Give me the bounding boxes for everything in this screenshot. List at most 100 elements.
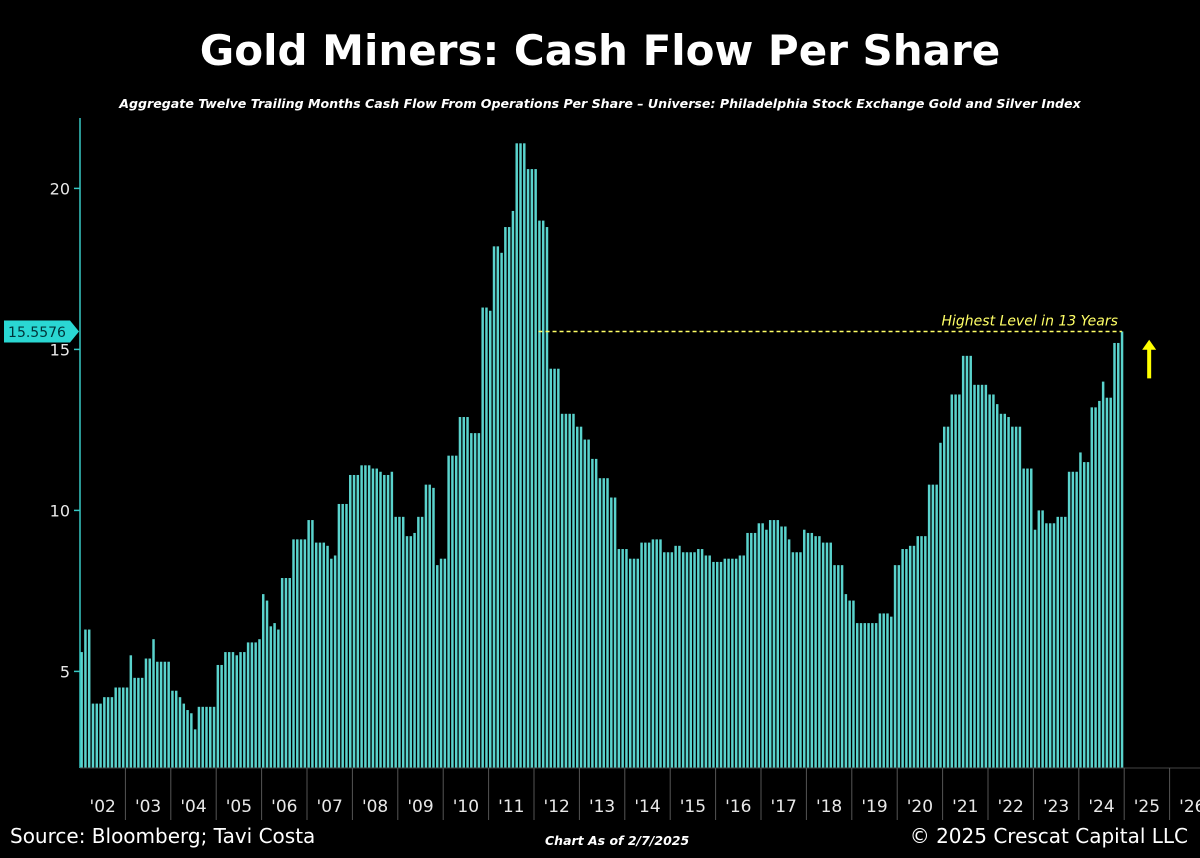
bar: [375, 468, 378, 768]
bar: [776, 520, 780, 768]
bar: [530, 169, 534, 768]
bar: [984, 384, 988, 768]
bar: [156, 661, 159, 768]
bar: [515, 143, 518, 768]
bar: [235, 655, 238, 768]
bar: [988, 394, 991, 768]
bar: [148, 658, 151, 768]
bar: [1109, 397, 1112, 768]
bar: [829, 542, 832, 768]
bar: [663, 552, 666, 768]
bar: [428, 484, 431, 768]
bar: [969, 355, 972, 768]
bar: [1014, 426, 1018, 768]
bar: [296, 539, 299, 768]
bar: [1026, 468, 1029, 768]
highest-level-annotation: Highest Level in 13 Years: [942, 313, 1118, 329]
bar: [87, 629, 91, 768]
bar: [1011, 426, 1014, 768]
bar: [231, 652, 235, 768]
bar: [738, 555, 742, 768]
bar: [719, 561, 723, 768]
bar: [905, 549, 908, 768]
bar: [742, 555, 745, 768]
bar: [1037, 510, 1041, 768]
bar: [417, 516, 420, 768]
bar: [768, 520, 772, 768]
bar: [212, 706, 216, 768]
bar: [326, 545, 329, 768]
bar: [992, 394, 995, 768]
bar: [1082, 462, 1086, 768]
x-tick-label: '24: [1088, 797, 1114, 817]
bar: [193, 729, 197, 768]
bar: [598, 478, 602, 768]
bar: [587, 439, 590, 768]
source-note: Source: Bloomberg; Tavi Costa: [10, 824, 316, 848]
x-tick-label: '02: [90, 797, 116, 817]
bar: [1101, 381, 1105, 768]
bar: [227, 652, 231, 768]
bar: [689, 552, 692, 768]
bar: [1071, 471, 1075, 768]
x-tick-label: '07: [317, 797, 343, 817]
bar: [935, 484, 938, 768]
bar: [330, 558, 333, 768]
bar: [999, 413, 1003, 768]
bar: [504, 227, 507, 769]
last-value-box: [4, 320, 79, 343]
bar: [859, 623, 863, 768]
bar: [647, 542, 651, 768]
bar: [700, 549, 704, 768]
bar: [110, 697, 114, 768]
x-tick-label: '19: [861, 797, 887, 817]
chart-title: Gold Miners: Cash Flow Per Share: [199, 26, 1001, 75]
bar: [152, 639, 155, 768]
bar: [621, 549, 624, 768]
x-tick-label: '11: [498, 797, 524, 817]
bar: [980, 384, 984, 768]
bar: [659, 539, 662, 768]
bar: [765, 529, 768, 768]
bar: [394, 516, 397, 768]
bar: [341, 503, 344, 768]
bar: [322, 542, 326, 768]
bar: [523, 143, 526, 768]
bar: [477, 433, 481, 768]
bar: [613, 497, 617, 768]
bar: [1113, 342, 1116, 768]
bar: [640, 542, 643, 768]
bar: [277, 629, 280, 768]
bar: [606, 478, 609, 768]
bar: [723, 558, 727, 768]
bar: [352, 474, 356, 768]
bar: [356, 474, 360, 768]
bar: [855, 623, 859, 768]
bar: [481, 307, 484, 768]
bar: [1060, 516, 1063, 768]
bar: [617, 549, 621, 768]
bar: [560, 413, 564, 768]
bar: [821, 542, 825, 768]
bar: [757, 523, 761, 768]
bar: [557, 368, 560, 768]
bar: [810, 532, 814, 768]
bar: [871, 623, 874, 768]
bar: [250, 642, 254, 768]
bar: [549, 368, 553, 768]
bar: [447, 455, 450, 768]
bar: [568, 413, 571, 768]
x-tick-label: '12: [544, 797, 570, 817]
bar: [833, 565, 836, 768]
bar: [519, 143, 522, 768]
bar: [961, 355, 965, 768]
bar: [159, 661, 163, 768]
bar: [882, 613, 885, 768]
bar: [1117, 342, 1120, 768]
bar: [553, 368, 556, 768]
bar: [333, 555, 337, 768]
bar: [534, 169, 537, 768]
bar: [844, 594, 848, 768]
annotation-group: Highest Level in 13 Years: [538, 313, 1157, 379]
